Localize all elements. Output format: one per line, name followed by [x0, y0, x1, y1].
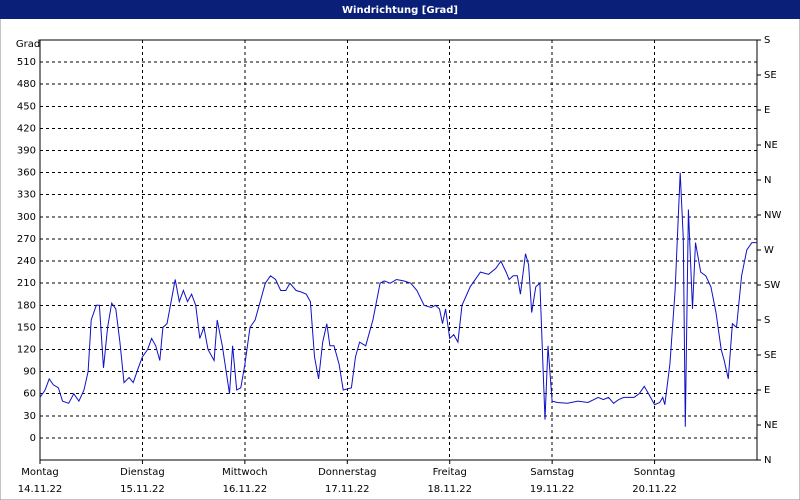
- y2-tick-label: SE: [764, 350, 777, 361]
- y-tick-label: 510: [17, 57, 36, 68]
- y-tick-label: 90: [23, 367, 36, 378]
- y-tick-label: 300: [17, 212, 36, 223]
- x-tick-label: Donnerstag: [318, 467, 376, 478]
- y-tick-label: 150: [17, 322, 36, 333]
- y2-tick-label: SW: [764, 280, 780, 291]
- y-tick-label: 270: [17, 234, 36, 245]
- chart-title: Windrichtung [Grad]: [342, 5, 458, 16]
- y2-tick-label: SE: [764, 70, 777, 81]
- y2-tick-label: N: [764, 175, 771, 186]
- y-tick-label: 240: [17, 256, 36, 267]
- y2-tick-label: NE: [764, 420, 778, 431]
- y-tick-label: 0: [30, 433, 36, 444]
- y-axis-label: Grad: [16, 39, 40, 50]
- x-tick-label: Mittwoch: [222, 467, 267, 478]
- x-tick-date: 15.11.22: [120, 484, 165, 495]
- x-tick-label: Freitag: [433, 467, 467, 478]
- y-tick-label: 210: [17, 278, 36, 289]
- y-tick-label: 120: [17, 344, 36, 355]
- y-tick-label: 360: [17, 168, 36, 179]
- y-tick-label: 420: [17, 123, 36, 134]
- x-tick-date: 16.11.22: [223, 484, 268, 495]
- y2-tick-label: S: [764, 315, 770, 326]
- y2-tick-label: W: [764, 245, 774, 256]
- x-tick-label: Samstag: [530, 467, 574, 478]
- x-tick-date: 20.11.22: [632, 484, 677, 495]
- y-tick-label: 450: [17, 101, 36, 112]
- y2-tick-label: E: [764, 385, 770, 396]
- y-tick-label: 30: [23, 411, 36, 422]
- y2-tick-label: N: [764, 455, 771, 466]
- x-tick-label: Montag: [21, 467, 58, 478]
- y-tick-label: 390: [17, 146, 36, 157]
- title-bar: [0, 0, 800, 19]
- y-tick-label: 480: [17, 79, 36, 90]
- y2-tick-label: E: [764, 105, 770, 116]
- x-tick-date: 17.11.22: [325, 484, 370, 495]
- x-tick-date: 14.11.22: [18, 484, 63, 495]
- data-line: [39, 172, 757, 427]
- y2-tick-label: NW: [764, 210, 781, 221]
- y2-tick-label: NE: [764, 140, 778, 151]
- x-tick-date: 19.11.22: [530, 484, 575, 495]
- x-tick-label: Sonntag: [634, 467, 676, 478]
- y2-tick-label: S: [764, 35, 770, 46]
- y-tick-label: 60: [23, 389, 36, 400]
- y-tick-label: 180: [17, 300, 36, 311]
- y-tick-label: 330: [17, 190, 36, 201]
- x-tick-label: Dienstag: [120, 467, 165, 478]
- x-tick-date: 18.11.22: [427, 484, 472, 495]
